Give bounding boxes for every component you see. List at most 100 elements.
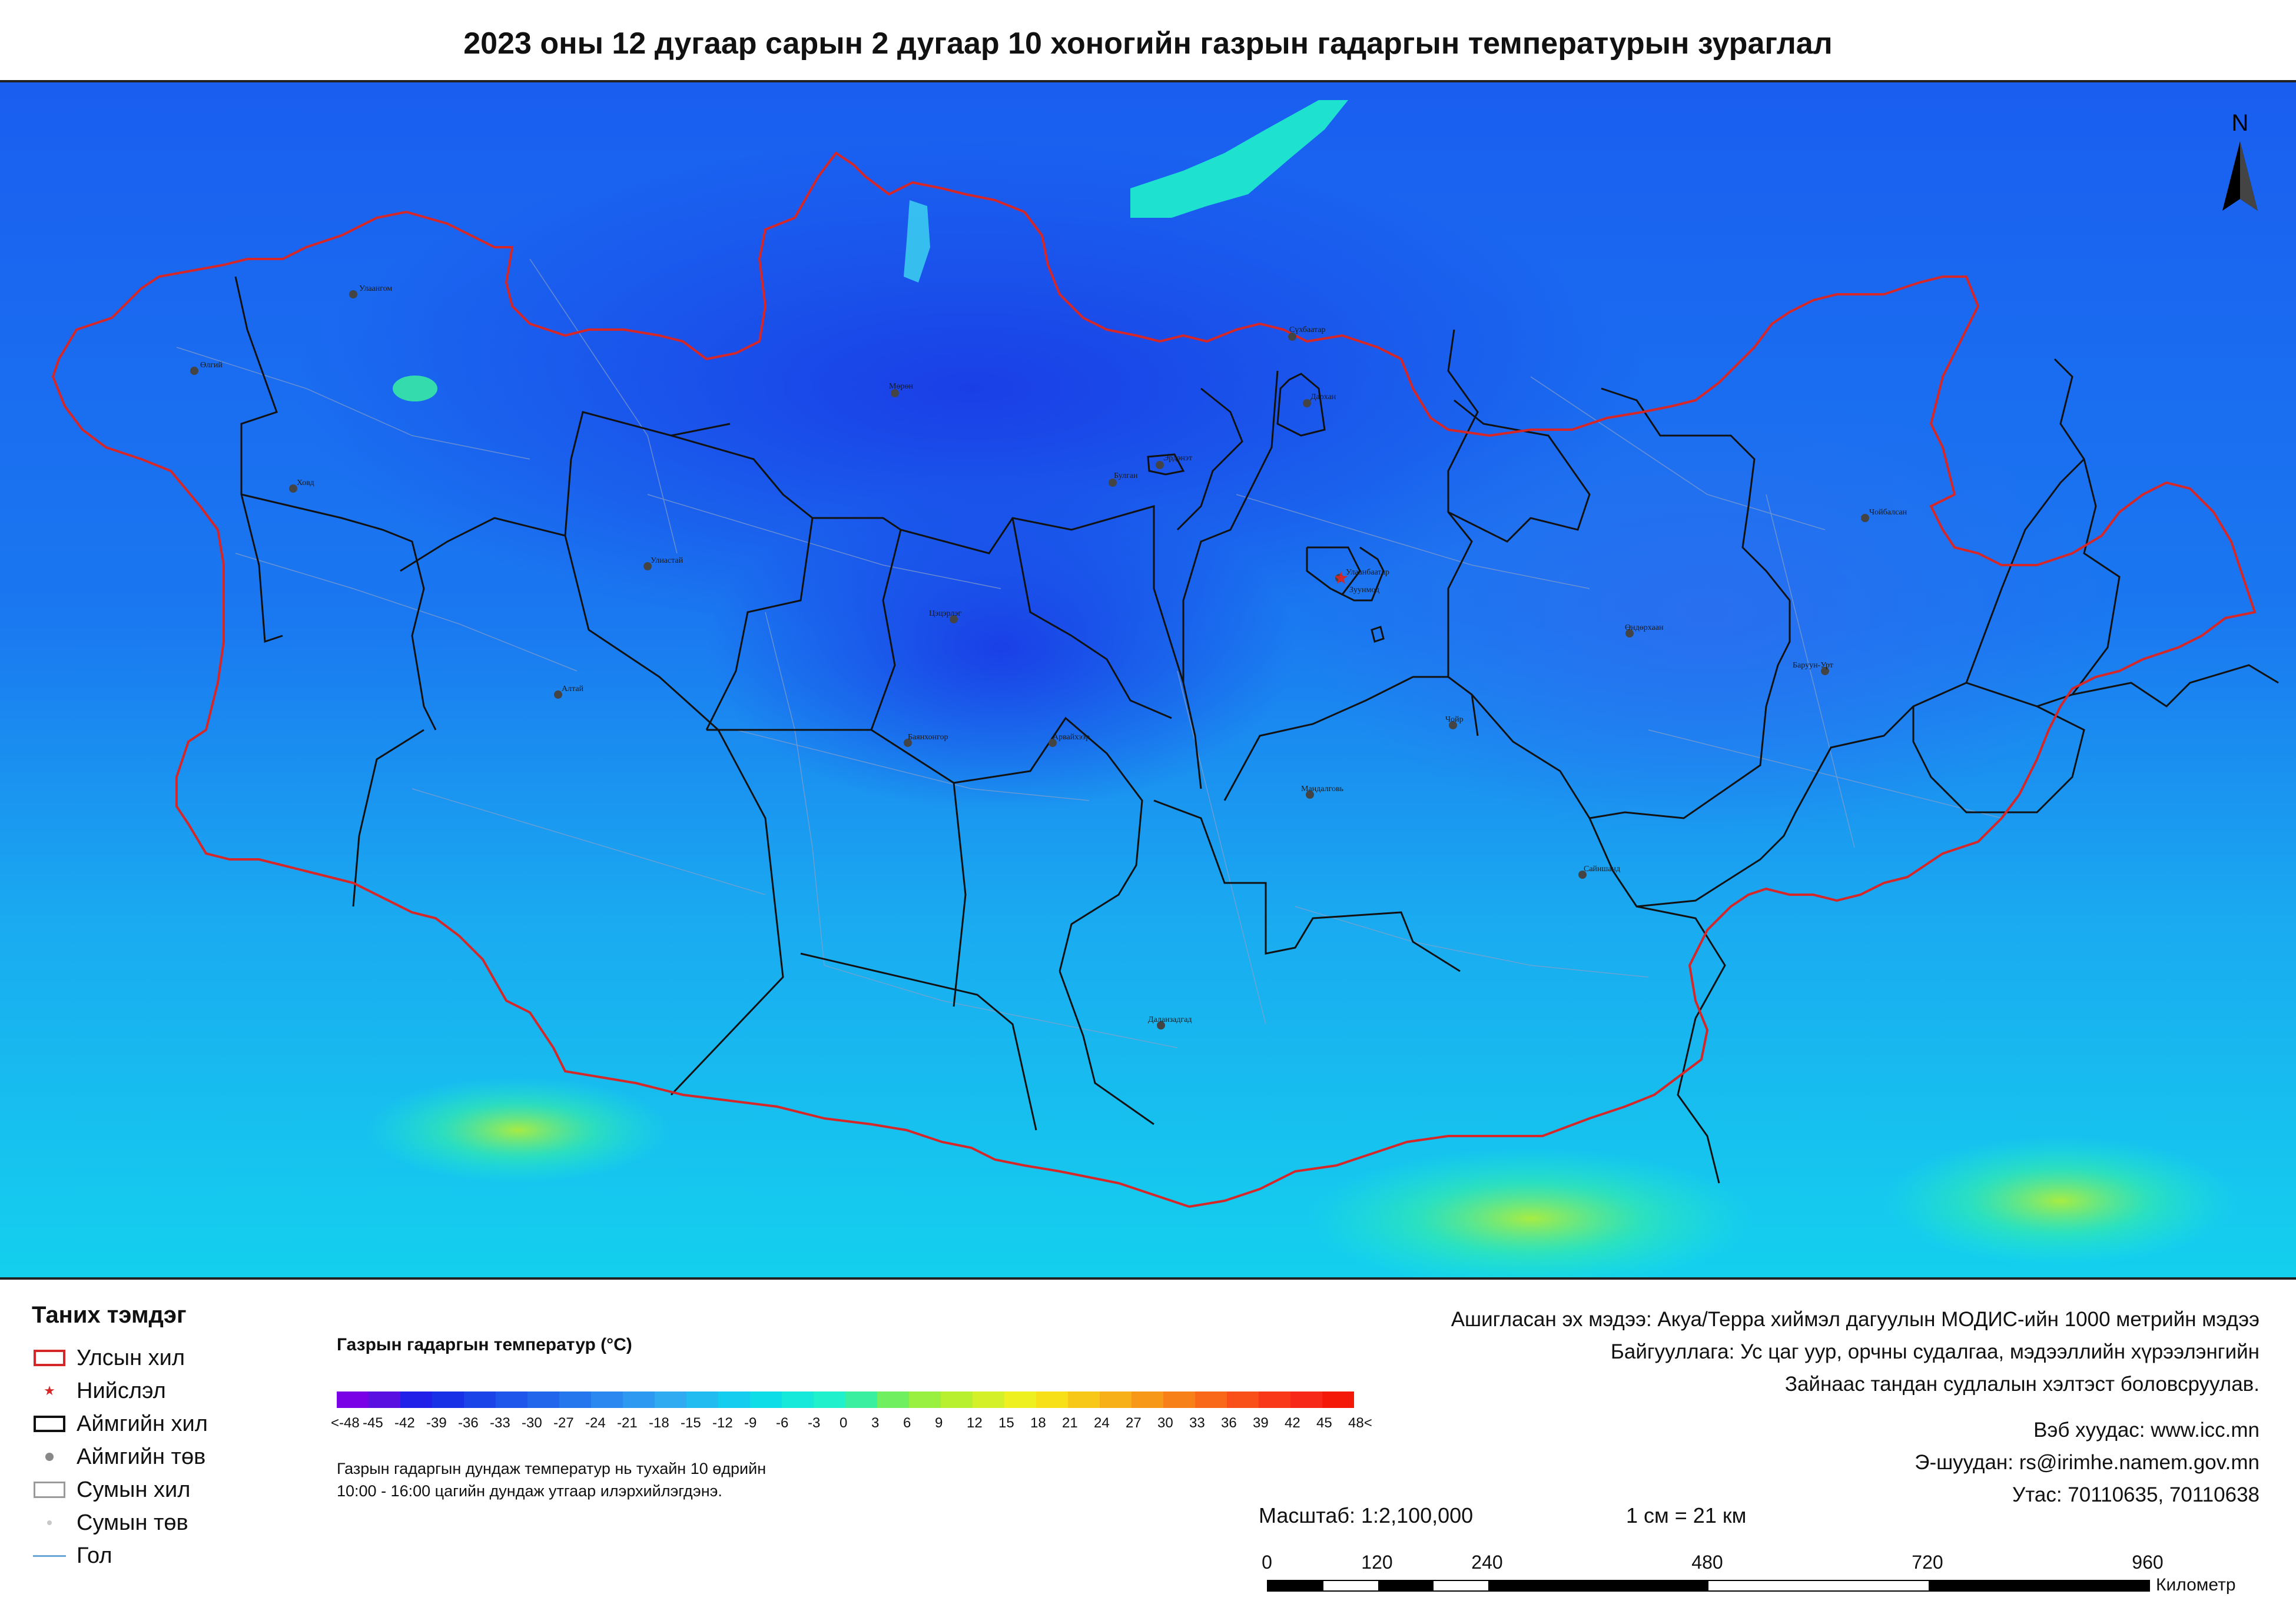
legend-label: Сумын хил (77, 1477, 191, 1502)
color-scale-tick-label: 42 (1285, 1415, 1300, 1431)
website-link[interactable]: Вэб хуудас: www.icc.mn (2033, 1419, 2259, 1442)
place-labels: Өлгий Улаангом Ховд Улиастай Алтай Мөрөн… (200, 284, 1907, 1024)
place-label: Улиастай (651, 556, 684, 565)
color-scale-tick-label: -3 (808, 1415, 821, 1431)
color-scale-swatch (369, 1391, 400, 1408)
color-scale-swatch (496, 1391, 527, 1408)
place-label: Баянхонгор (908, 733, 948, 742)
cold-region-east (1295, 388, 2119, 836)
color-scale-swatch (909, 1391, 941, 1408)
distance-scale-ticks: 0 120 240 480 720 960 (1262, 1552, 2209, 1575)
cold-region-khangai (706, 483, 1295, 812)
province-center-dot-icon (32, 1447, 67, 1466)
place-label: Зуунмод (1349, 586, 1379, 595)
distance-scale-tick-label: 480 (1691, 1552, 1723, 1573)
color-scale-tick-label: 27 (1126, 1415, 1142, 1431)
place-label: Өндөрхаан (1625, 623, 1664, 632)
color-scale-tick-label: -27 (553, 1415, 574, 1431)
north-arrow-label: N (2232, 110, 2249, 136)
source-line: Зайнаас тандан судлалын хэлтэст боловсру… (1784, 1373, 2259, 1396)
province-border-swatch (32, 1414, 67, 1433)
temperature-note-line: Газрын гадаргын дундаж температур нь тух… (337, 1460, 767, 1477)
color-scale-swatch (814, 1391, 845, 1408)
place-label: Алтай (562, 685, 584, 693)
color-scale-swatch (718, 1391, 750, 1408)
distance-scale-segment (1378, 1581, 1434, 1590)
color-scale-swatch (432, 1391, 464, 1408)
color-scale-tick-label: -6 (776, 1415, 789, 1431)
legend-item-district-center: Сумын төв (32, 1508, 188, 1537)
color-scale-swatch (337, 1391, 369, 1408)
color-scale-swatch (1259, 1391, 1290, 1408)
place-label: Цэцэрлэг (929, 609, 961, 618)
legend-label: Нийслэл (77, 1378, 166, 1403)
color-scale-tick-label: 39 (1253, 1415, 1269, 1431)
color-scale-tick-label: -36 (458, 1415, 479, 1431)
legend-item-river: Гол (32, 1541, 112, 1570)
province-centers (190, 290, 1869, 1029)
color-scale-tick-label: 48< (1348, 1415, 1372, 1431)
place-label: Сүхбаатар (1289, 326, 1326, 334)
legend-label: Гол (77, 1543, 112, 1568)
color-scale-bar (337, 1391, 1354, 1408)
capital-star-icon: ★ (44, 1383, 55, 1398)
legend-item-capital: ★ Нийслэл (32, 1376, 166, 1406)
scale-ratio: Масштаб: 1:2,100,000 (1259, 1503, 1474, 1527)
color-scale-swatch (559, 1391, 591, 1408)
distance-scale-segment (1433, 1581, 1488, 1590)
map-frame[interactable]: ★ Өлгий Улаангом Ховд Улиастай Алтай Мөр… (0, 82, 2296, 1280)
place-label: Улаанбаатар (1346, 568, 1389, 577)
temperature-note-line: 10:00 - 16:00 цагийн дундаж утгаар илэрх… (337, 1482, 722, 1500)
contact-info: Вэб хуудас: www.icc.mn Э-шуудан: rs@irim… (1915, 1414, 2259, 1511)
color-scale-swatch (877, 1391, 909, 1408)
email-link[interactable]: Э-шуудан: rs@irimhe.namem.gov.mn (1915, 1451, 2259, 1474)
place-label: Баруун-Урт (1793, 661, 1833, 670)
place-label: Чойбалсан (1869, 508, 1907, 517)
color-scale-title: Газрын гадаргын температур (°C) (337, 1335, 632, 1354)
legend-title: Таних тэмдэг (32, 1302, 187, 1328)
distance-scale-segment (1708, 1581, 1929, 1590)
scale-equivalence: 1 см = 21 км (1626, 1503, 1747, 1527)
color-scale-tick-label: 0 (840, 1415, 848, 1431)
country-border[interactable] (51, 151, 2257, 1208)
color-scale-tick-label: 9 (935, 1415, 943, 1431)
warm-patch-south (1307, 1148, 1754, 1277)
legend-item-country-border: Улсын хил (32, 1343, 185, 1373)
town-boundaries (1147, 373, 1385, 643)
color-scale-swatch (464, 1391, 496, 1408)
page-title: 2023 оны 12 дугаар сарын 2 дугаар 10 хон… (463, 26, 1833, 61)
place-label: Арвайхээр (1053, 733, 1090, 742)
color-scale-swatch (655, 1391, 686, 1408)
river-line-icon (32, 1546, 67, 1565)
source-info: Ашигласан эх мэдээ: Акуа/Терра хиймэл да… (1451, 1303, 2259, 1400)
color-scale-swatch (1068, 1391, 1100, 1408)
color-scale-tick-label: 30 (1157, 1415, 1173, 1431)
color-scale-tick-label: -12 (712, 1415, 733, 1431)
place-label: Улаангом (359, 284, 392, 293)
color-scale-tick-label: <-48 (331, 1415, 360, 1431)
color-scale-swatch (623, 1391, 655, 1408)
color-scale-swatch (1195, 1391, 1227, 1408)
place-label: Чойр (1445, 715, 1464, 724)
color-scale-tick-label: -33 (490, 1415, 510, 1431)
place-label: Мөрөн (889, 382, 913, 391)
color-scale-swatch (591, 1391, 623, 1408)
district-borders (176, 258, 2002, 1048)
color-scale-tick-label: -39 (426, 1415, 447, 1431)
color-scale-swatch (782, 1391, 814, 1408)
lake-uvs (393, 376, 437, 401)
place-label: Ховд (297, 479, 314, 487)
district-center-dot-icon (32, 1513, 67, 1532)
color-scale-swatch (1322, 1391, 1354, 1408)
place-label: Мандалговь (1301, 785, 1343, 793)
color-scale-tick-label: 45 (1316, 1415, 1332, 1431)
color-scale-swatch (973, 1391, 1004, 1408)
temperature-map[interactable]: ★ Өлгий Улаангом Ховд Улиастай Алтай Мөр… (0, 82, 2296, 1277)
color-scale-tick-label: -30 (522, 1415, 542, 1431)
source-line: Байгууллага: Ус цаг уур, орчны судалгаа,… (1610, 1340, 2259, 1363)
source-line: Ашигласан эх мэдээ: Акуа/Терра хиймэл да… (1451, 1308, 2259, 1331)
distance-scale-segment (1488, 1581, 1708, 1590)
color-scale-tick-label: 15 (998, 1415, 1014, 1431)
color-scale-swatch (1004, 1391, 1036, 1408)
color-scale-tick-label: -18 (649, 1415, 669, 1431)
